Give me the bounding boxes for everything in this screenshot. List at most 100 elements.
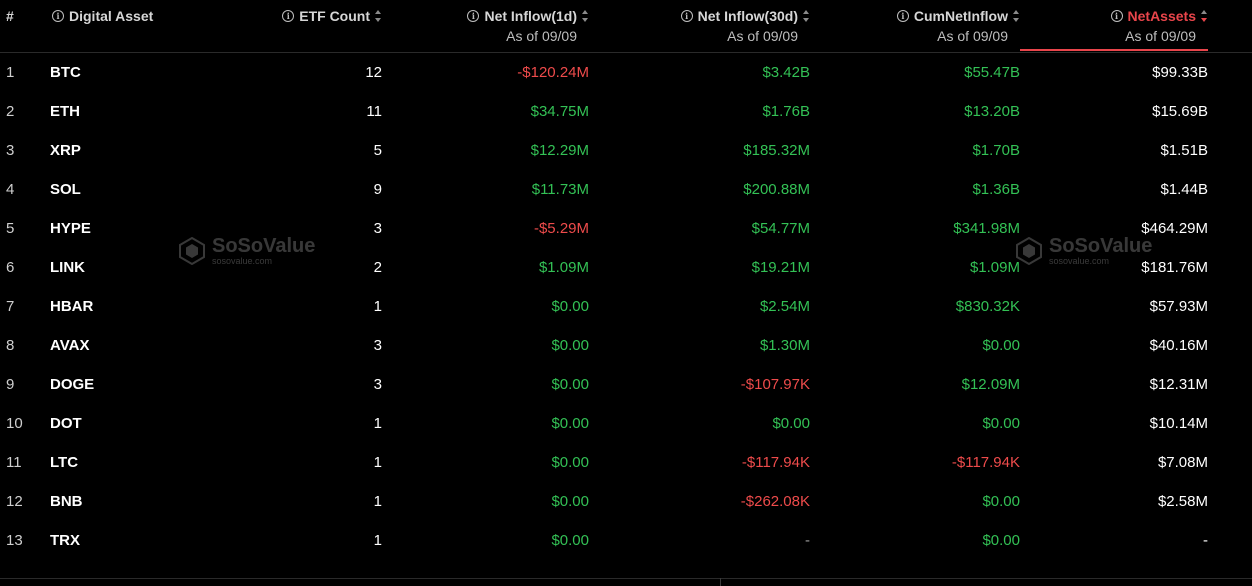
- net-assets: $99.33B: [1152, 64, 1208, 81]
- inflow-1d-header-date: As of 09/09: [506, 28, 577, 44]
- etf-count: 11: [366, 103, 382, 120]
- inflow-30d-header-date: As of 09/09: [727, 28, 798, 44]
- etf-count: 1: [373, 298, 382, 315]
- row-index: 13: [6, 532, 23, 549]
- info-icon[interactable]: i: [282, 10, 295, 22]
- net-assets: -: [1203, 532, 1208, 549]
- cum-net-inflow: $1.09M: [969, 259, 1020, 276]
- etf-count-header-label: ETF Count: [299, 8, 370, 24]
- table-row[interactable]: 5 HYPE 3 -$5.29M $54.77M $341.98M $464.29M: [0, 209, 1252, 248]
- net-assets: $12.31M: [1149, 376, 1208, 393]
- cum-net-inflow: $341.98M: [953, 220, 1020, 237]
- net-inflow-30d: $185.32M: [743, 142, 810, 159]
- sort-icon[interactable]: [1013, 10, 1020, 22]
- net-inflow-1d: $0.00: [551, 337, 589, 354]
- active-sort-underline: [1020, 49, 1208, 51]
- info-icon[interactable]: i: [896, 10, 909, 22]
- net-inflow-1d: $0.00: [551, 454, 589, 471]
- net-inflow-30d: $19.21M: [751, 259, 810, 276]
- cum-net-inflow: $55.47B: [964, 64, 1020, 81]
- cum-net-inflow: $0.00: [982, 337, 1020, 354]
- cum-net-inflow: $830.32K: [955, 298, 1020, 315]
- cum-net-inflow: $12.09M: [961, 376, 1020, 393]
- asset-symbol: SOL: [50, 181, 81, 198]
- etf-count: 3: [373, 220, 382, 237]
- net-assets: $40.16M: [1149, 337, 1208, 354]
- net-inflow-1d: $12.29M: [530, 142, 589, 159]
- column-header-etf-count[interactable]: i ETF Count: [222, 0, 382, 52]
- info-icon[interactable]: i: [1110, 10, 1123, 22]
- asset-symbol: HBAR: [50, 298, 94, 315]
- asset-symbol: DOGE: [50, 376, 95, 393]
- net-inflow-1d: $0.00: [551, 532, 589, 549]
- sort-icon[interactable]: [375, 10, 382, 22]
- net-inflow-1d: $0.00: [551, 415, 589, 432]
- asset-symbol: XRP: [50, 142, 81, 159]
- net-assets: $1.51B: [1160, 142, 1208, 159]
- table-footer-divider: [0, 578, 1252, 579]
- table-row[interactable]: 12 BNB 1 $0.00 -$262.08K $0.00 $2.58M: [0, 482, 1252, 521]
- sort-icon[interactable]: [803, 10, 810, 22]
- net-inflow-1d: $0.00: [551, 493, 589, 510]
- sort-icon[interactable]: [582, 10, 589, 22]
- row-index: 9: [6, 376, 15, 393]
- inflow-1d-header-label: Net Inflow(1d): [484, 8, 577, 24]
- table-row[interactable]: 9 DOGE 3 $0.00 -$107.97K $12.09M $12.31M: [0, 365, 1252, 404]
- inflow-30d-header-label: Net Inflow(30d): [697, 8, 798, 24]
- table-row[interactable]: 3 XRP 5 $12.29M $185.32M $1.70B $1.51B: [0, 131, 1252, 170]
- etf-count: 1: [373, 532, 382, 549]
- cum-net-inflow: $0.00: [982, 415, 1020, 432]
- net-assets: $2.58M: [1157, 493, 1208, 510]
- sort-icon[interactable]: [1201, 10, 1208, 22]
- column-header-inflow-1d[interactable]: i Net Inflow(1d) As of 09/09: [409, 0, 589, 52]
- info-icon[interactable]: i: [680, 10, 693, 22]
- etf-count: 9: [373, 181, 382, 198]
- table-row[interactable]: 2 ETH 11 $34.75M $1.76B $13.20B $15.69B: [0, 92, 1252, 131]
- cum-net-inflow: -$117.94K: [951, 454, 1020, 471]
- table-row[interactable]: 1 BTC 12 -$120.24M $3.42B $55.47B $99.33B: [0, 53, 1252, 92]
- net-assets: $181.76M: [1141, 259, 1208, 276]
- table-row[interactable]: 13 TRX 1 $0.00 - $0.00 -: [0, 521, 1252, 560]
- net-inflow-30d: $1.76B: [762, 103, 810, 120]
- table-row[interactable]: 6 LINK 2 $1.09M $19.21M $1.09M $181.76M: [0, 248, 1252, 287]
- table-row[interactable]: 10 DOT 1 $0.00 $0.00 $0.00 $10.14M: [0, 404, 1252, 443]
- table-body: 1 BTC 12 -$120.24M $3.42B $55.47B $99.33B 2 ETH 1…: [0, 53, 1252, 560]
- etf-count: 1: [373, 415, 382, 432]
- net-inflow-1d: -$120.24M: [517, 64, 589, 81]
- net-inflow-30d: $54.77M: [751, 220, 810, 237]
- cum-header-label: CumNetInflow: [913, 8, 1008, 24]
- row-index: 10: [6, 415, 23, 432]
- etf-count: 2: [373, 259, 382, 276]
- row-index: 3: [6, 142, 15, 159]
- asset-header-label: Digital Asset: [69, 8, 154, 24]
- row-index: 2: [6, 103, 15, 120]
- table-row[interactable]: 7 HBAR 1 $0.00 $2.54M $830.32K $57.93M: [0, 287, 1252, 326]
- cum-header-date: As of 09/09: [937, 28, 1008, 44]
- net-inflow-30d: -$117.94K: [741, 454, 810, 471]
- table-row[interactable]: 11 LTC 1 $0.00 -$117.94K -$117.94K $7.08M: [0, 443, 1252, 482]
- table-row[interactable]: 4 SOL 9 $11.73M $200.88M $1.36B $1.44B: [0, 170, 1252, 209]
- cum-net-inflow: $0.00: [982, 532, 1020, 549]
- column-header-net-assets[interactable]: i NetAssets As of 09/09: [1048, 0, 1208, 52]
- etf-count: 12: [365, 64, 382, 81]
- etf-count: 5: [373, 142, 382, 159]
- net-assets: $10.14M: [1149, 415, 1208, 432]
- row-index: 1: [6, 64, 15, 81]
- info-icon[interactable]: i: [467, 10, 480, 22]
- row-index: 4: [6, 181, 15, 198]
- asset-symbol: BNB: [50, 493, 83, 510]
- asset-symbol: BTC: [50, 64, 81, 81]
- info-icon[interactable]: i: [52, 10, 64, 22]
- row-index: 12: [6, 493, 23, 510]
- net-inflow-1d: $34.75M: [530, 103, 589, 120]
- net-inflow-30d: -$262.08K: [740, 493, 810, 510]
- net-inflow-1d: $1.09M: [538, 259, 589, 276]
- net-inflow-1d: -$5.29M: [533, 220, 589, 237]
- asset-symbol: HYPE: [50, 220, 91, 237]
- cum-net-inflow: $1.36B: [972, 181, 1020, 198]
- column-header-cum-inflow[interactable]: i CumNetInflow As of 09/09: [840, 0, 1020, 52]
- net-assets: $7.08M: [1157, 454, 1208, 471]
- column-header-inflow-30d[interactable]: i Net Inflow(30d) As of 09/09: [630, 0, 810, 52]
- cum-net-inflow: $1.70B: [972, 142, 1020, 159]
- table-row[interactable]: 8 AVAX 3 $0.00 $1.30M $0.00 $40.16M: [0, 326, 1252, 365]
